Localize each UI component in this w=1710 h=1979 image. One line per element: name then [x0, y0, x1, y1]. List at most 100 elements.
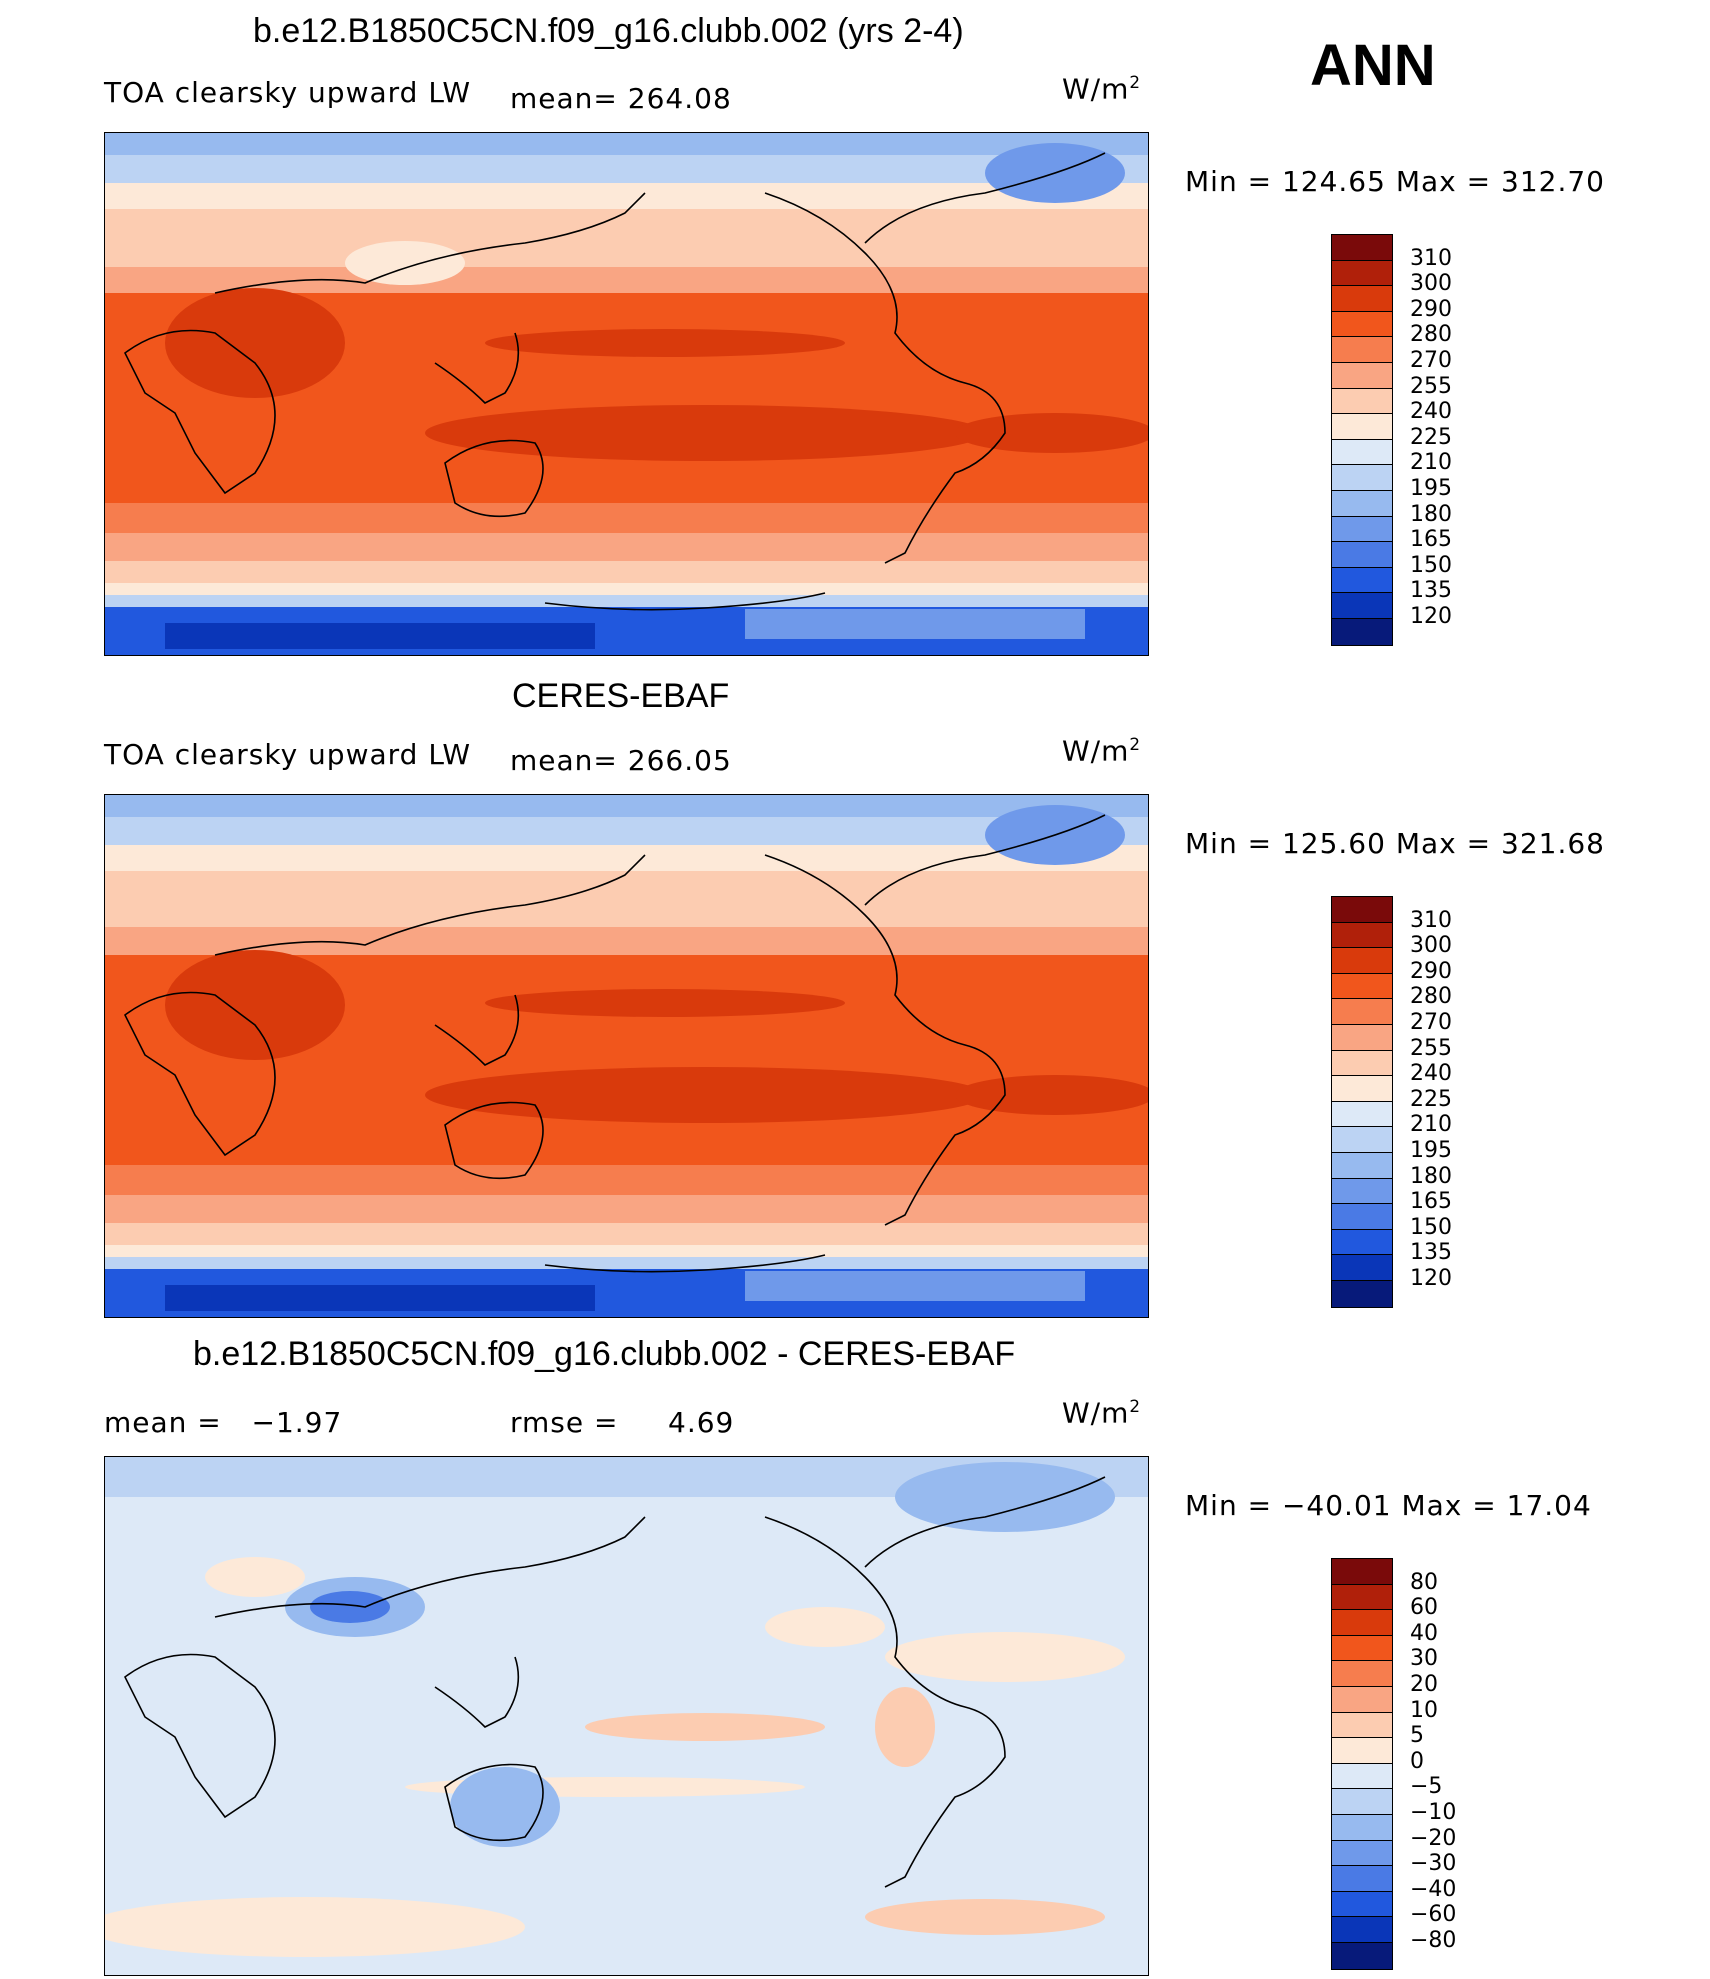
colorbar-tick-label: −5 — [1410, 1774, 1443, 1800]
colorbar-tick-label: 310 — [1410, 907, 1452, 933]
colorbar-tick-label: 280 — [1410, 322, 1452, 348]
panel3-map-svg — [105, 1457, 1148, 1975]
panel3-rmse-text: rmse = — [510, 1406, 619, 1439]
colorbar-swatch — [1332, 922, 1392, 949]
panel1-mean-text: mean= — [510, 82, 618, 115]
colorbar-swatch — [1332, 260, 1392, 287]
panel2-mean-text: mean= — [510, 744, 618, 777]
panel1-max-label: Max — [1395, 165, 1457, 198]
panel1-map-svg — [105, 133, 1148, 655]
colorbar-tick-label: −10 — [1410, 1800, 1457, 1825]
panel2-units: W/m2 — [1062, 734, 1141, 767]
colorbar-tick-label: 150 — [1410, 1214, 1452, 1240]
panel2-map-svg — [105, 795, 1148, 1317]
panel2-mean-value: 266.05 — [627, 744, 732, 777]
colorbar-swatch — [1332, 1840, 1392, 1867]
colorbar-swatch — [1332, 1559, 1392, 1585]
colorbar-tick-label: 210 — [1410, 450, 1452, 476]
colorbar-tick-label: 180 — [1410, 501, 1452, 527]
colorbar-swatch — [1332, 567, 1392, 594]
panel1-mean-label: mean= 264.08 — [510, 82, 732, 115]
colorbar-tick-label: 120 — [1410, 1266, 1452, 1291]
colorbar-swatch — [1332, 1763, 1392, 1790]
panel1-map — [104, 132, 1149, 656]
colorbar-swatch — [1332, 1814, 1392, 1841]
colorbar-swatch — [1332, 1610, 1392, 1636]
panel2-minmax: Min = 125.60 Max = 321.68 — [1185, 827, 1605, 860]
colorbar-tick-label: 40 — [1410, 1620, 1438, 1646]
panel3-title: b.e12.B1850C5CN.f09_g16.clubb.002 - CERE… — [193, 1335, 1016, 1373]
panel1-units: W/m2 — [1062, 72, 1141, 105]
panel3-units-sup: 2 — [1129, 1396, 1142, 1416]
panel3-mean-text: mean = — [104, 1406, 222, 1439]
colorbar-tick-label: 290 — [1410, 296, 1452, 322]
panel1-variable-label: TOA clearsky upward LW — [104, 76, 472, 109]
colorbar-tick-label: 195 — [1410, 476, 1452, 501]
panel1-units-sup: 2 — [1129, 72, 1142, 92]
colorbar-swatch — [1332, 1712, 1392, 1739]
colorbar-tick-label: 240 — [1410, 1061, 1452, 1087]
colorbar-tick-label: 300 — [1410, 933, 1452, 959]
colorbar-tick-label: 165 — [1410, 527, 1452, 553]
panel2-max-value: 321.68 — [1501, 827, 1605, 860]
colorbar-tick-label: 240 — [1410, 399, 1452, 425]
season-label: ANN — [1310, 33, 1436, 98]
colorbar-tick-label: 300 — [1410, 271, 1452, 297]
panel3-mean-label: mean = −1.97 — [104, 1406, 342, 1439]
panel2-map — [104, 794, 1149, 1318]
panel2-min-label: Min — [1185, 827, 1238, 860]
colorbar-swatch — [1332, 1942, 1392, 1969]
panel3-mean-value: −1.97 — [251, 1406, 343, 1439]
colorbar-tick-label: 20 — [1410, 1672, 1438, 1697]
colorbar-swatch — [1332, 1789, 1392, 1815]
colorbar-swatch — [1332, 618, 1392, 645]
colorbar-swatch — [1332, 516, 1392, 543]
panel3-min-label: Min — [1185, 1489, 1238, 1522]
colorbar-swatch — [1332, 1891, 1392, 1918]
colorbar-tick-label: −40 — [1410, 1876, 1457, 1902]
colorbar-tick-label: 225 — [1410, 1086, 1452, 1112]
colorbar-tick-label: 270 — [1410, 348, 1452, 373]
colorbar-tick-label: −30 — [1410, 1851, 1457, 1877]
colorbar-tick-label: 210 — [1410, 1112, 1452, 1138]
colorbar-tick-label: 135 — [1410, 578, 1452, 604]
colorbar-swatch — [1332, 1280, 1392, 1307]
colorbar-swatch — [1332, 1661, 1392, 1687]
panel3-units-base: W/m — [1062, 1396, 1130, 1430]
colorbar-tick-label: −80 — [1410, 1928, 1457, 1953]
panel3-map — [104, 1456, 1149, 1976]
colorbar-tick-label: −60 — [1410, 1902, 1457, 1928]
colorbar-swatch — [1332, 973, 1392, 1000]
colorbar-swatch — [1332, 1635, 1392, 1662]
colorbar-swatch — [1332, 1178, 1392, 1205]
colorbar-tick-label: 255 — [1410, 373, 1452, 399]
panel1-colorbar — [1331, 234, 1393, 646]
panel3-minmax: Min = −40.01 Max = 17.04 — [1185, 1489, 1592, 1522]
colorbar-tick-label: 120 — [1410, 604, 1452, 629]
colorbar-swatch — [1332, 1917, 1392, 1943]
colorbar-tick-label: 150 — [1410, 552, 1452, 578]
colorbar-swatch — [1332, 439, 1392, 466]
colorbar-swatch — [1332, 1255, 1392, 1281]
colorbar-swatch — [1332, 235, 1392, 261]
colorbar-swatch — [1332, 1101, 1392, 1128]
panel3-rmse-label: rmse = 4.69 — [510, 1406, 734, 1439]
colorbar-swatch — [1332, 948, 1392, 974]
colorbar-swatch — [1332, 1204, 1392, 1230]
panel3-max-value: 17.04 — [1506, 1489, 1592, 1522]
panel2-min-value: 125.60 — [1281, 827, 1386, 860]
panel3-colorbar — [1331, 1558, 1393, 1970]
colorbar-tick-label: 180 — [1410, 1163, 1452, 1189]
colorbar-swatch — [1332, 1050, 1392, 1077]
colorbar-tick-label: 135 — [1410, 1240, 1452, 1266]
colorbar-swatch — [1332, 1152, 1392, 1179]
panel1-title: b.e12.B1850C5CN.f09_g16.clubb.002 (yrs 2… — [253, 12, 964, 50]
panel1-max-value: 312.70 — [1501, 165, 1605, 198]
colorbar-swatch — [1332, 490, 1392, 517]
colorbar-tick-label: 290 — [1410, 958, 1452, 984]
panel1-min-value: 124.65 — [1281, 165, 1386, 198]
panel1-mean-value: 264.08 — [627, 82, 732, 115]
colorbar-swatch — [1332, 362, 1392, 389]
colorbar-tick-label: 5 — [1410, 1723, 1424, 1749]
colorbar-swatch — [1332, 388, 1392, 415]
